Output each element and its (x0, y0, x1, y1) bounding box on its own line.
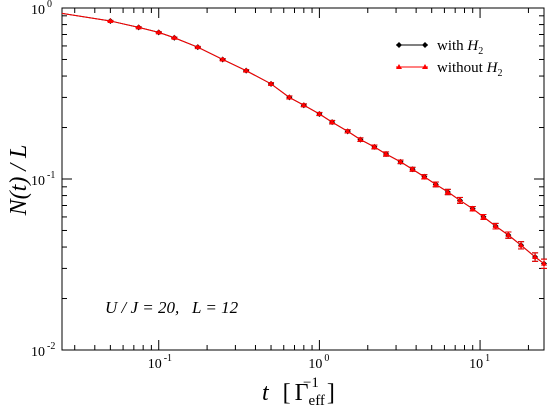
data-point (469, 205, 476, 211)
y-tick-label: 10 (31, 3, 45, 18)
y-tick-exponent: -1 (47, 170, 55, 181)
data-point (344, 128, 351, 134)
x-tick-label: 10 (148, 357, 162, 372)
data-point (383, 151, 390, 157)
data-point (532, 253, 539, 259)
series-layer (61, 12, 547, 269)
data-point (316, 110, 323, 116)
data-point (155, 29, 162, 35)
data-point (505, 232, 512, 238)
x-tick-exponent: -1 (164, 353, 172, 364)
data-point (409, 166, 416, 172)
y-tick-exponent: 0 (47, 0, 52, 10)
data-point (480, 213, 487, 219)
x-tick-label: 10 (469, 357, 483, 372)
data-point (357, 136, 364, 142)
data-point (135, 24, 142, 30)
data-point (171, 34, 178, 40)
data-point (243, 67, 250, 73)
y-tick-label: 10 (31, 174, 45, 189)
minor-ticks (62, 8, 544, 350)
x-axis-title: t[Γeff−1] (262, 375, 335, 408)
data-point (444, 188, 451, 194)
data-point (541, 260, 547, 266)
legend-marker-diamond-right (422, 42, 428, 48)
x-tick-label: 10 (308, 357, 322, 372)
y-tick-exponent: -2 (47, 341, 55, 352)
data-point (397, 158, 404, 164)
data-point (286, 94, 293, 100)
legend-label-with-h2: with H2 (437, 38, 483, 57)
data-point (371, 143, 378, 149)
data-point (518, 242, 525, 248)
data-point (300, 102, 307, 108)
major-ticks (62, 7, 544, 351)
legend-marker-triangle-left (396, 64, 402, 69)
legend-marker-triangle-right (422, 64, 428, 69)
x-tick-exponent: 0 (324, 353, 329, 364)
legend-label-without-h2: without H2 (437, 60, 502, 79)
data-point (492, 223, 499, 229)
data-point (432, 181, 439, 187)
data-point (456, 197, 463, 203)
data-point (421, 173, 428, 179)
data-point (107, 17, 114, 23)
x-tick-labels: 10 -1 10 0 10 1 (148, 353, 490, 372)
data-point (329, 119, 336, 125)
y-tick-label: 10 (31, 345, 45, 360)
parameter-annotation: U / J = 20, L = 12 (105, 298, 239, 317)
series-1 (61, 12, 547, 269)
data-point (219, 56, 226, 62)
legend-marker-diamond-left (396, 42, 402, 48)
data-point (268, 80, 275, 86)
legend: with H2 without H2 (396, 38, 502, 79)
y-axis-title: N(t) / L (6, 145, 32, 217)
x-tick-exponent: 1 (485, 353, 490, 364)
data-point (194, 44, 201, 50)
